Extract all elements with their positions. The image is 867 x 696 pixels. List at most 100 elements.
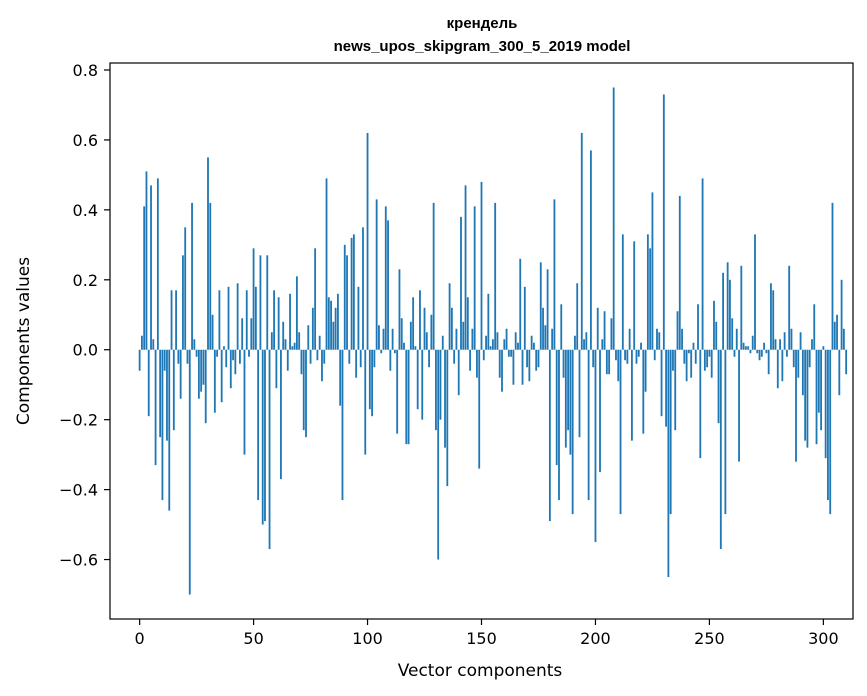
bar-141 (460, 216, 462, 350)
bar-189 (569, 349, 572, 455)
bar-37 (223, 346, 225, 350)
bar-71 (300, 349, 303, 375)
bar-196 (585, 332, 588, 350)
bar-310 (845, 349, 848, 375)
bar-64 (284, 339, 287, 350)
bar-73 (305, 349, 307, 438)
bar-47 (245, 290, 248, 350)
bar-275 (765, 349, 768, 354)
bar-135 (446, 349, 449, 487)
bar-161 (505, 328, 508, 350)
bar-271 (756, 349, 759, 354)
bar-48 (248, 349, 250, 357)
bar-257 (724, 349, 727, 515)
bar-268 (749, 349, 752, 354)
bar-177 (542, 307, 544, 350)
bar-59 (273, 290, 276, 350)
bar-156 (494, 202, 497, 350)
bar-264 (740, 265, 743, 350)
y-axis-label: Components values (14, 257, 34, 425)
bar-240 (685, 349, 688, 382)
bar-303 (829, 349, 832, 515)
y-tick-label: −0.6 (59, 551, 98, 570)
bar-265 (742, 342, 745, 350)
x-tick-label: 100 (352, 629, 383, 648)
bar-55 (264, 349, 266, 522)
bar-294 (808, 349, 811, 368)
bar-228 (658, 332, 661, 350)
bar-15 (172, 349, 175, 431)
bar-6 (152, 339, 155, 350)
bar-77 (314, 248, 317, 350)
bar-200 (594, 349, 597, 543)
bar-183 (555, 349, 558, 466)
bar-187 (564, 349, 567, 448)
bar-27 (200, 349, 203, 392)
bar-9 (159, 349, 162, 438)
bar-33 (213, 349, 216, 413)
bar-204 (603, 311, 606, 350)
bar-107 (382, 328, 385, 350)
bar-306 (836, 314, 838, 350)
bar-137 (450, 307, 453, 350)
bar-219 (637, 349, 640, 357)
bar-72 (302, 349, 305, 431)
bar-278 (772, 290, 775, 350)
bar-244 (694, 349, 697, 364)
bar-109 (387, 220, 389, 350)
bar-69 (295, 276, 298, 350)
x-axis-label: Vector components (398, 661, 563, 681)
bar-116 (403, 342, 405, 350)
bar-58 (270, 332, 273, 350)
bar-295 (811, 339, 813, 350)
bar-293 (806, 349, 809, 448)
bar-50 (252, 248, 255, 350)
bar-299 (820, 349, 822, 431)
bar-262 (735, 328, 738, 350)
bar-246 (699, 349, 702, 459)
bar-218 (635, 349, 638, 364)
bar-207 (610, 318, 613, 350)
bar-238 (681, 328, 683, 350)
bar-100 (366, 132, 369, 350)
bar-36 (220, 349, 223, 403)
bar-182 (553, 199, 556, 350)
bar-210 (617, 349, 620, 382)
bar-41 (232, 349, 234, 361)
bar-300 (822, 346, 825, 350)
bar-112 (393, 349, 396, 354)
bar-270 (754, 234, 756, 350)
bar-52 (257, 349, 260, 501)
bar-173 (533, 342, 535, 350)
bar-160 (503, 339, 506, 350)
bar-131 (437, 349, 440, 560)
bar-224 (649, 248, 652, 350)
bar-1 (141, 335, 143, 350)
bar-22 (188, 349, 191, 595)
bar-249 (706, 349, 709, 368)
bar-181 (551, 328, 554, 350)
bar-155 (491, 339, 494, 350)
bar-217 (633, 241, 636, 350)
bar-51 (254, 286, 257, 350)
bar-309 (842, 328, 845, 350)
bar-129 (432, 202, 435, 350)
bar-74 (307, 325, 310, 350)
bar-20 (184, 227, 187, 350)
bar-291 (801, 349, 804, 396)
bar-236 (676, 311, 679, 350)
bar-305 (833, 321, 836, 350)
bar-24 (193, 339, 196, 350)
bar-148 (476, 349, 478, 378)
bar-178 (544, 325, 547, 350)
bar-49 (250, 318, 253, 350)
bar-68 (293, 342, 296, 350)
bar-223 (646, 234, 649, 350)
chart-title-line-1: крендель (447, 15, 518, 32)
bar-67 (291, 346, 294, 350)
bar-96 (357, 286, 360, 350)
bar-237 (678, 195, 681, 350)
bar-206 (608, 349, 611, 375)
chart-title-line-2: news_upos_skipgram_300_5_2019 model (334, 38, 631, 55)
bar-143 (464, 185, 467, 350)
